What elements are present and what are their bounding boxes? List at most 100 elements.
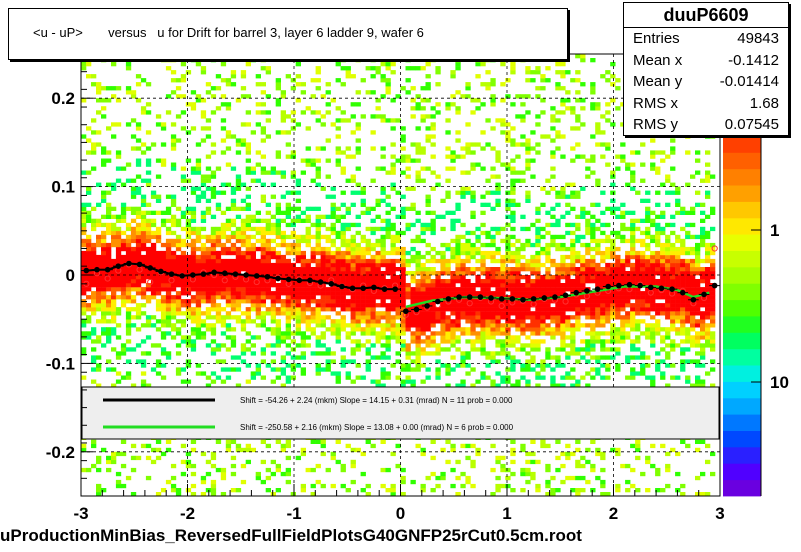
heatmap-cell [500, 62, 506, 67]
heatmap-cell [550, 206, 556, 211]
heatmap-cell [640, 311, 646, 316]
heatmap-cell [415, 279, 421, 284]
heatmap-cell [390, 283, 396, 288]
heatmap-cell [335, 275, 341, 280]
heatmap-cell [410, 299, 416, 304]
heatmap-cell [505, 299, 511, 304]
heatmap-cell [645, 214, 651, 219]
heatmap-cell [175, 78, 182, 83]
heatmap-cell [350, 279, 356, 284]
heatmap-cell [620, 323, 626, 328]
heatmap-cell [640, 178, 646, 183]
heatmap-cell [490, 234, 496, 240]
heatmap-cell [540, 226, 546, 232]
heatmap-cell [525, 459, 531, 465]
heatmap-cell [135, 307, 142, 312]
heatmap-cell [520, 178, 526, 183]
heatmap-cell [445, 210, 451, 215]
heatmap-cell [385, 226, 391, 232]
heatmap-cell [130, 262, 137, 268]
heatmap-cell [490, 315, 496, 320]
heatmap-cell [150, 271, 157, 276]
heatmap-cell [290, 246, 296, 252]
heatmap-cell [340, 258, 346, 264]
heatmap-cell [130, 250, 137, 256]
heatmap-cell [245, 158, 251, 163]
heatmap-cell [400, 275, 406, 280]
heatmap-cell [245, 238, 251, 244]
heatmap-cell [445, 327, 451, 332]
heatmap-cell [545, 315, 551, 320]
heatmap-cell [505, 94, 511, 99]
heatmap-cell [490, 166, 496, 171]
heatmap-cell [415, 170, 421, 175]
heatmap-cell [345, 279, 351, 284]
heatmap-cell [106, 182, 112, 187]
heatmap-cell [230, 343, 237, 348]
heatmap-cell [555, 488, 561, 493]
heatmap-cell [510, 359, 516, 364]
heatmap-cell [91, 307, 97, 312]
heatmap-cell [265, 218, 271, 223]
heatmap-cell [245, 363, 251, 368]
heatmap-cell [365, 359, 371, 364]
heatmap-cell [495, 359, 501, 364]
heatmap-cell [655, 150, 661, 155]
heatmap-cell [425, 134, 431, 139]
heatmap-cell [270, 214, 276, 219]
heatmap-cell [535, 230, 541, 236]
heatmap-cell [470, 283, 476, 288]
heatmap-cell [115, 335, 122, 340]
heatmap-cell [545, 267, 551, 272]
heatmap-cell [111, 86, 117, 91]
heatmap-cell [405, 222, 411, 228]
heatmap-cell [101, 98, 107, 103]
heatmap-cell [315, 66, 321, 71]
heatmap-cell [565, 287, 571, 292]
heatmap-cell [530, 315, 536, 320]
heatmap-cell [505, 327, 511, 332]
heatmap-cell [450, 447, 456, 453]
heatmap-cell [290, 262, 296, 268]
heatmap-cell [290, 347, 296, 352]
heatmap-cell [400, 287, 406, 292]
heatmap-cell [655, 267, 661, 272]
heatmap-cell [550, 234, 556, 240]
heatmap-cell [111, 455, 117, 461]
heatmap-cell [550, 375, 556, 380]
heatmap-cell [200, 279, 207, 284]
heatmap-cell [475, 250, 481, 256]
heatmap-cell [340, 323, 346, 328]
heatmap-cell [390, 154, 396, 159]
heatmap-cell [375, 279, 381, 284]
heatmap-cell [175, 343, 182, 348]
heatmap-cell [335, 271, 341, 276]
heatmap-cell [655, 295, 661, 300]
heatmap-cell [455, 363, 461, 368]
heatmap-cell [130, 230, 137, 236]
heatmap-cell [91, 359, 97, 364]
heatmap-cell [540, 110, 546, 115]
heatmap-cell [165, 291, 172, 296]
heatmap-cell [120, 303, 127, 308]
heatmap-cell [330, 254, 336, 260]
heatmap-cell [565, 202, 571, 207]
heatmap-cell [111, 291, 117, 296]
heatmap-cell [615, 335, 621, 340]
heatmap-cell [220, 234, 227, 240]
heatmap-cell [625, 291, 631, 296]
heatmap-cell [560, 311, 566, 316]
heatmap-cell [295, 98, 301, 103]
heatmap-cell [125, 299, 132, 304]
heatmap-cell [101, 299, 107, 304]
heatmap-cell [625, 463, 631, 469]
heatmap-cell [365, 483, 371, 489]
heatmap-cell [630, 467, 636, 473]
heatmap-cell [96, 455, 102, 461]
heatmap-cell [565, 343, 571, 348]
heatmap-cell [275, 222, 281, 228]
heatmap-cell [260, 258, 266, 264]
heatmap-cell [101, 319, 107, 324]
heatmap-cell [540, 275, 546, 280]
heatmap-cell [505, 303, 511, 308]
